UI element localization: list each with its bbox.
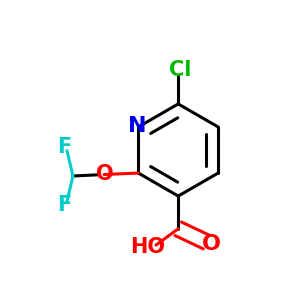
Text: N: N [128, 116, 146, 136]
Text: Cl: Cl [169, 60, 191, 80]
Text: O: O [96, 164, 114, 184]
Text: HO: HO [130, 237, 165, 256]
Text: F: F [58, 195, 72, 215]
Text: O: O [202, 234, 221, 254]
Text: F: F [58, 137, 72, 157]
